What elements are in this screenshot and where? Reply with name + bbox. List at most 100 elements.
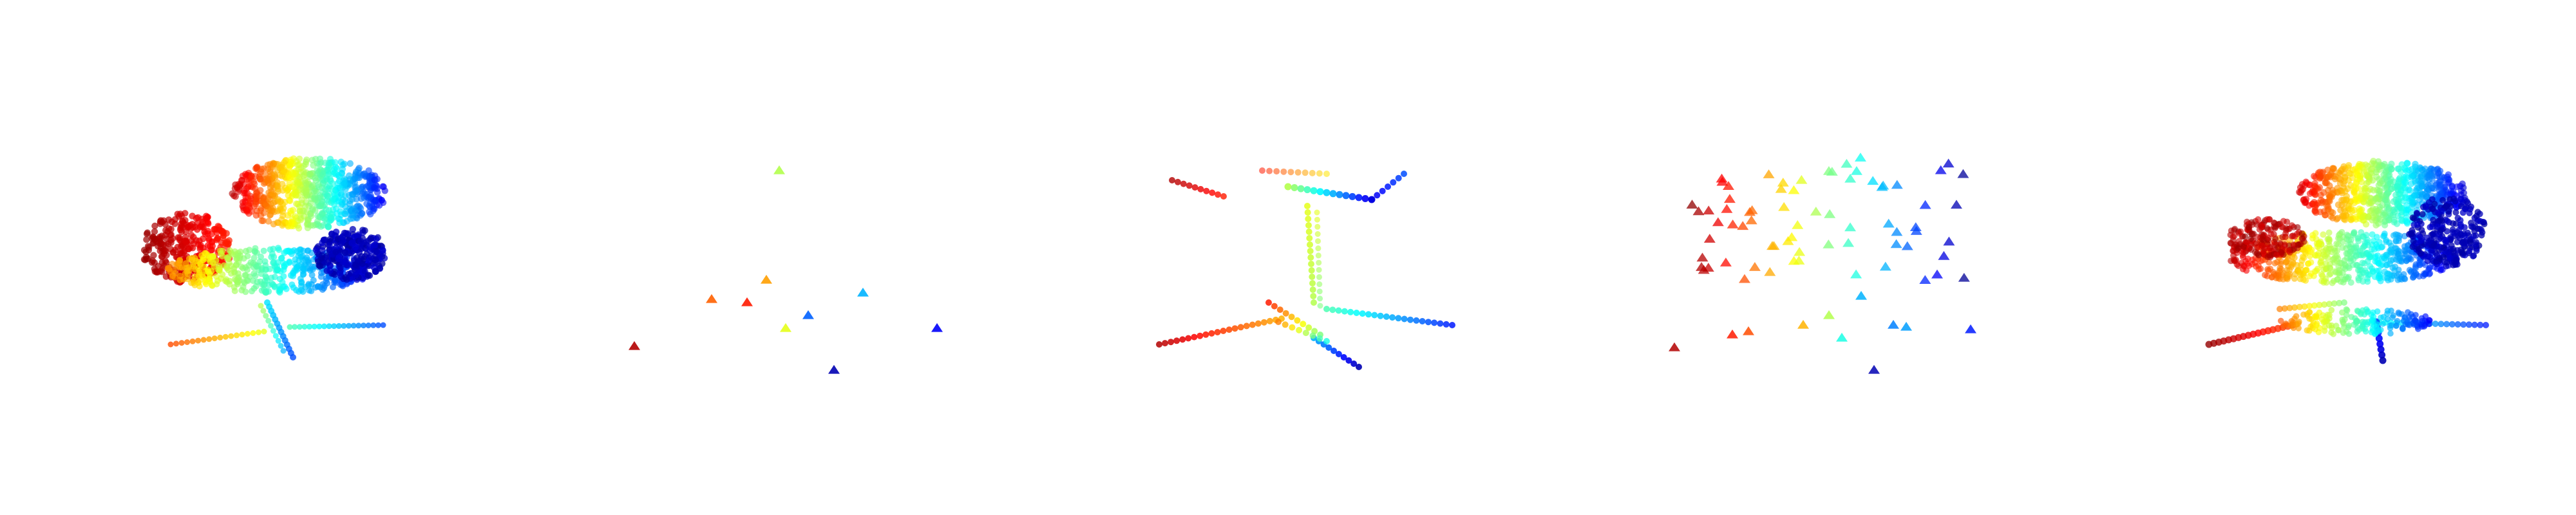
- point: [380, 322, 386, 328]
- point: [1266, 167, 1273, 174]
- point: [1315, 245, 1321, 252]
- triangle-point: [1669, 342, 1680, 351]
- point: [2445, 208, 2452, 215]
- point: [283, 285, 290, 292]
- point: [319, 171, 327, 178]
- point: [320, 236, 327, 243]
- dense-chair-b: [2205, 158, 2489, 364]
- point: [1162, 340, 1168, 347]
- point: [227, 247, 234, 254]
- triangle-point: [1890, 239, 1902, 248]
- point: [184, 339, 191, 345]
- triangle-point: [1854, 153, 1866, 162]
- point: [165, 216, 173, 223]
- point: [2367, 165, 2374, 173]
- point: [2470, 224, 2477, 231]
- point: [2467, 238, 2474, 245]
- point: [205, 277, 213, 285]
- point: [2255, 216, 2262, 223]
- triangle-point: [1844, 222, 1857, 232]
- point: [1350, 360, 1358, 367]
- point: [2253, 244, 2260, 251]
- point: [370, 322, 377, 328]
- triangle-point: [1748, 262, 1761, 271]
- point: [2410, 268, 2418, 276]
- point: [2374, 158, 2382, 165]
- triangle-point: [1823, 310, 1835, 319]
- point: [1317, 295, 1323, 302]
- point: [2392, 191, 2400, 199]
- point: [294, 248, 301, 255]
- point: [2277, 317, 2284, 324]
- point: [2372, 195, 2380, 202]
- point: [151, 228, 158, 235]
- point: [346, 200, 354, 208]
- point: [357, 212, 365, 219]
- point: [1316, 188, 1324, 196]
- point: [1316, 335, 1323, 342]
- point: [2372, 241, 2380, 248]
- point: [143, 236, 150, 243]
- point: [290, 354, 296, 360]
- point: [176, 257, 184, 264]
- point: [2406, 187, 2414, 194]
- point: [2391, 216, 2398, 224]
- point: [1255, 320, 1262, 327]
- point: [1316, 170, 1323, 177]
- point: [270, 245, 277, 252]
- point: [162, 273, 170, 280]
- point: [2317, 259, 2324, 267]
- point: [2376, 340, 2384, 348]
- point: [193, 237, 200, 244]
- point: [2416, 233, 2423, 240]
- point: [202, 215, 210, 222]
- point: [2388, 160, 2395, 167]
- point: [2376, 328, 2382, 334]
- point: [2375, 335, 2383, 342]
- point: [2317, 191, 2324, 199]
- point: [325, 212, 332, 220]
- point: [287, 324, 293, 330]
- point: [2443, 321, 2450, 328]
- point: [2345, 323, 2353, 329]
- point: [2447, 187, 2455, 195]
- point: [2289, 232, 2297, 239]
- point: [317, 159, 325, 166]
- point: [336, 219, 343, 227]
- point: [208, 268, 215, 275]
- point: [2432, 321, 2439, 327]
- point: [2427, 181, 2434, 188]
- point: [2371, 322, 2378, 329]
- point: [2405, 231, 2412, 238]
- point: [314, 194, 322, 201]
- point: [316, 323, 323, 330]
- point: [2470, 253, 2477, 259]
- point: [2343, 197, 2350, 204]
- point: [324, 259, 332, 266]
- point: [2318, 271, 2325, 278]
- point: [2306, 190, 2314, 197]
- point: [1314, 231, 1321, 237]
- point: [357, 238, 364, 245]
- point: [2394, 183, 2401, 190]
- point: [262, 273, 269, 279]
- point: [2420, 203, 2427, 211]
- point: [252, 212, 260, 219]
- point: [2262, 272, 2268, 279]
- point: [1302, 330, 1309, 337]
- triangle-point: [1722, 181, 1734, 191]
- point: [2362, 193, 2369, 200]
- triangle-point: [1943, 236, 1955, 246]
- point: [2360, 269, 2367, 276]
- point: [258, 253, 264, 260]
- point: [1443, 321, 1450, 328]
- point: [1174, 178, 1181, 185]
- point: [2461, 224, 2468, 231]
- point: [144, 243, 152, 250]
- point: [200, 337, 207, 343]
- point: [302, 283, 309, 290]
- point: [1413, 317, 1420, 324]
- point: [308, 288, 315, 295]
- point: [1355, 194, 1363, 201]
- point: [2398, 216, 2405, 223]
